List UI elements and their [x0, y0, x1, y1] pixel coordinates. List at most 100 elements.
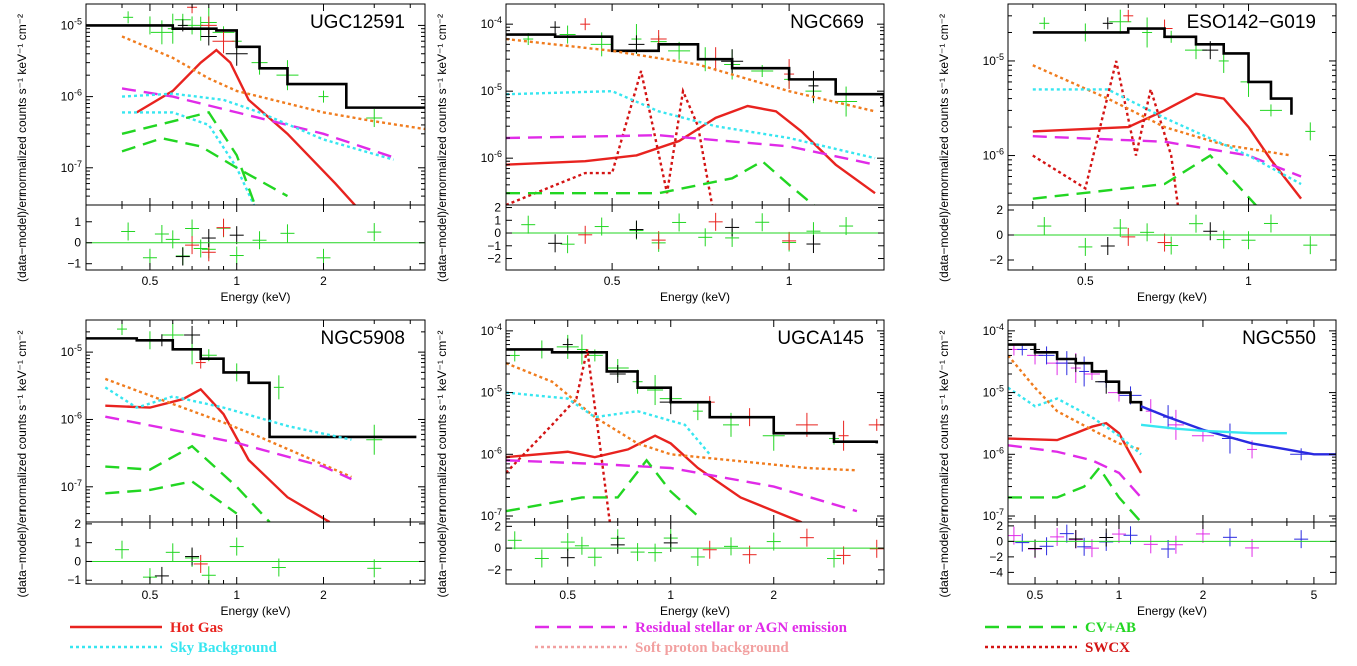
- y-tick-label: 10-7: [61, 478, 82, 494]
- x-tick-label: 0.5: [1027, 588, 1044, 602]
- residual-tick-label: 2: [494, 519, 501, 533]
- x-axis-label: Energy (keV): [660, 604, 730, 618]
- series-5-line: [1008, 465, 1142, 522]
- y-tick-label: 10-5: [983, 384, 1004, 400]
- series-0-line: [506, 33, 884, 107]
- series-1-line: [105, 387, 331, 522]
- panel-5: 0.5 1 2 510-710-610-510-4−4−202NGC550Energy…: [937, 319, 1337, 618]
- y-tick-label: 10-5: [481, 82, 502, 98]
- series-5-line: [105, 444, 271, 522]
- residual-axis-label: (data−model)/err: [15, 508, 29, 597]
- residual-axis-label: (data−model)/err: [435, 508, 449, 597]
- residual-tick-label: 0: [74, 554, 81, 568]
- series-4-line: [1008, 386, 1142, 456]
- residual-tick-label: 1: [74, 536, 81, 550]
- series-5-line: [1032, 88, 1302, 186]
- y-tick-label: 10-7: [481, 507, 502, 523]
- series-3-line: [121, 87, 394, 159]
- series-1-line: [136, 48, 357, 205]
- series-4-line: [506, 459, 858, 513]
- series-2-line: [104, 377, 352, 479]
- y-axis-label: normalized counts s⁻¹ keV⁻¹ cm⁻²: [15, 14, 29, 195]
- series-6-line: [105, 480, 238, 515]
- residual-tick-label: −4: [989, 565, 1003, 579]
- y-tick-label: 10-5: [481, 384, 502, 400]
- series-6-line: [1032, 153, 1258, 205]
- residual-plot-area: [521, 212, 854, 254]
- series-1-line: [1008, 421, 1143, 474]
- series-5-line: [506, 89, 876, 160]
- x-axis-label: Energy (keV): [1137, 290, 1207, 304]
- legend: Hot Gas Sky Background Residual stellar or…: [70, 620, 1136, 656]
- y-axis-label: normalized counts s⁻¹ keV⁻¹ cm⁻²: [937, 330, 951, 511]
- x-tick-label: 2: [320, 274, 327, 288]
- residual-tick-label: −1: [487, 239, 501, 253]
- residual-tick-label: 1: [494, 213, 501, 227]
- series-6-line: [506, 159, 817, 205]
- residual-frame: [1007, 204, 1337, 271]
- series-7-line: [1140, 423, 1287, 435]
- residual-tick-label: −2: [487, 252, 501, 266]
- series-2-line: [506, 349, 612, 522]
- legend-label: Sky Background: [170, 640, 278, 656]
- y-tick-label: 10-6: [983, 445, 1004, 461]
- residual-axis-label: (data−model)/err: [937, 193, 951, 282]
- x-axis-label: Energy (keV): [660, 290, 730, 304]
- main-plot-area: [86, 4, 425, 205]
- y-tick-label: 10-6: [61, 88, 82, 104]
- panel-title: ESO142−G019: [1187, 12, 1316, 33]
- residual-tick-label: 1: [74, 215, 81, 229]
- y-tick-label: 10-5: [61, 16, 82, 32]
- y-tick-label: 10-4: [481, 15, 502, 31]
- residual-tick-label: 0: [494, 541, 501, 555]
- series-5-line: [506, 391, 711, 456]
- series-2-line: [1032, 60, 1180, 205]
- x-tick-label: 1: [667, 588, 674, 602]
- residual-tick-label: 2: [996, 519, 1003, 533]
- legend-label: Soft proton background: [635, 640, 789, 656]
- series-3-line: [105, 415, 352, 481]
- series-4-line: [506, 134, 876, 166]
- residual-plot-area: [121, 218, 382, 267]
- residual-plot-area: [507, 528, 884, 568]
- x-tick-label: 2: [770, 588, 777, 602]
- x-tick-label: 0.5: [142, 588, 159, 602]
- y-tick-label: 10-5: [61, 343, 82, 359]
- series-3-line: [506, 362, 857, 472]
- series-5-line: [122, 111, 256, 205]
- series-4-line: [104, 386, 352, 441]
- series-2-line: [121, 35, 425, 131]
- residual-tick-label: −1: [67, 573, 81, 587]
- y-tick-label: 10-6: [983, 147, 1004, 163]
- y-axis-label: normalized counts s⁻¹ keV⁻¹ cm⁻²: [435, 14, 449, 195]
- x-tick-label: 0.5: [1077, 274, 1094, 288]
- panel-title: UGCA145: [777, 328, 864, 349]
- x-tick-label: 1: [233, 274, 240, 288]
- y-tick-label: 10-7: [983, 507, 1004, 523]
- residual-axis-label: (data−model)/err: [15, 193, 29, 282]
- residual-tick-label: 2: [494, 201, 501, 215]
- residual-tick-label: −2: [989, 253, 1003, 267]
- series-7-line: [121, 137, 289, 198]
- residual-axis-label: (data−model)/err: [937, 508, 951, 597]
- main-frame: [1007, 319, 1337, 523]
- main-frame: [505, 319, 885, 523]
- y-tick-label: 10-7: [61, 159, 82, 175]
- panel-0: 0.5 1 2 10-7 10-6 10-5 −1 0 1 UGC12591 Energy (keV…: [15, 3, 426, 304]
- residual-axis-label: (data−model)/err: [435, 193, 449, 282]
- residual-frame: [85, 204, 426, 271]
- main-frame: [1007, 3, 1337, 206]
- residual-tick-label: 0: [494, 226, 501, 240]
- y-axis-label: normalized counts s⁻¹ keV⁻¹ cm⁻²: [435, 330, 449, 511]
- main-plot-area: [86, 322, 417, 522]
- residual-tick-label: −2: [487, 563, 501, 577]
- series-4-line: [1032, 135, 1302, 178]
- x-axis-label: Energy (keV): [220, 290, 290, 304]
- y-tick-label: 10-4: [481, 322, 502, 338]
- residual-plot-area: [1037, 214, 1318, 256]
- series-6-line: [506, 458, 699, 517]
- y-axis-label: normalized counts s⁻¹ keV⁻¹ cm⁻²: [15, 330, 29, 511]
- series-0-line: [86, 24, 425, 109]
